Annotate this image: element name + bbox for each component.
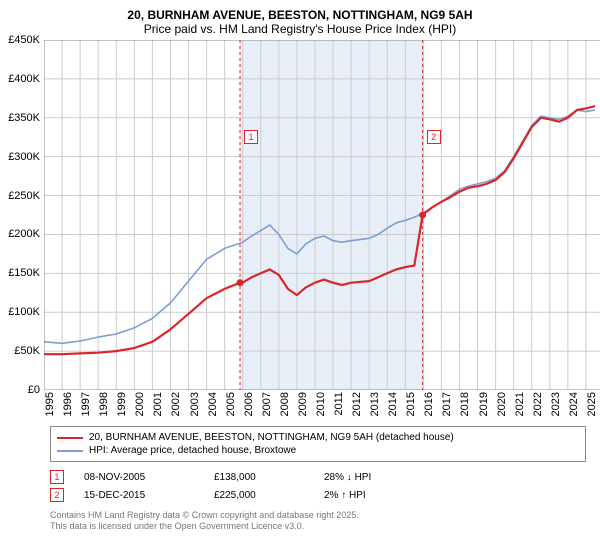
y-axis-label: £0 bbox=[28, 384, 44, 396]
x-axis-label: 2008 bbox=[279, 392, 291, 416]
transaction-badge: 1 bbox=[50, 470, 64, 484]
y-axis-label: £100K bbox=[8, 306, 44, 318]
chart-card: 20, BURNHAM AVENUE, BEESTON, NOTTINGHAM,… bbox=[0, 0, 600, 560]
x-axis-label: 1998 bbox=[98, 392, 110, 416]
x-axis-label: 2003 bbox=[189, 392, 201, 416]
page-title: 20, BURNHAM AVENUE, BEESTON, NOTTINGHAM,… bbox=[10, 8, 590, 22]
x-axis-label: 2000 bbox=[134, 392, 146, 416]
x-axis-label: 2006 bbox=[243, 392, 255, 416]
x-axis-label: 2016 bbox=[423, 392, 435, 416]
x-axis-label: 1997 bbox=[80, 392, 92, 416]
legend-item: HPI: Average price, detached house, Brox… bbox=[57, 444, 579, 457]
y-axis-label: £300K bbox=[8, 151, 44, 163]
plot-area: 12£0£50K£100K£150K£200K£250K£300K£350K£4… bbox=[44, 40, 600, 390]
x-axis-label: 2011 bbox=[333, 392, 345, 416]
y-axis-label: £400K bbox=[8, 73, 44, 85]
x-axis-label: 2020 bbox=[496, 392, 508, 416]
x-axis-label: 2024 bbox=[568, 392, 580, 416]
x-axis-label: 1999 bbox=[116, 392, 128, 416]
legend-swatch bbox=[57, 437, 83, 439]
transaction-badge: 2 bbox=[50, 488, 64, 502]
transactions: 1 08-NOV-2005 £138,000 28% ↓ HPI 2 15-DEC-201… bbox=[50, 468, 586, 504]
legend: 20, BURNHAM AVENUE, BEESTON, NOTTINGHAM,… bbox=[50, 426, 586, 462]
x-axis-label: 1996 bbox=[62, 392, 74, 416]
y-axis-label: £450K bbox=[8, 34, 44, 46]
x-axis-label: 2013 bbox=[369, 392, 381, 416]
transaction-row: 2 15-DEC-2015 £225,000 2% ↑ HPI bbox=[50, 486, 586, 504]
legend-label: HPI: Average price, detached house, Brox… bbox=[89, 445, 296, 456]
x-axis-label: 2019 bbox=[478, 392, 490, 416]
y-axis-label: £250K bbox=[8, 190, 44, 202]
x-axis-label: 2005 bbox=[225, 392, 237, 416]
y-axis-label: £350K bbox=[8, 112, 44, 124]
y-axis-label: £200K bbox=[8, 228, 44, 240]
x-axis-label: 2017 bbox=[441, 392, 453, 416]
legend-label: 20, BURNHAM AVENUE, BEESTON, NOTTINGHAM,… bbox=[89, 432, 454, 443]
x-axis-label: 1995 bbox=[44, 392, 56, 416]
y-axis-label: £50K bbox=[14, 345, 44, 357]
chart-marker-badge: 2 bbox=[427, 130, 441, 144]
x-axis-label: 2009 bbox=[297, 392, 309, 416]
x-axis-label: 2007 bbox=[261, 392, 273, 416]
transaction-date: 15-DEC-2015 bbox=[84, 490, 194, 501]
transaction-price: £225,000 bbox=[214, 490, 304, 501]
x-axis-label: 2004 bbox=[207, 392, 219, 416]
x-axis-label: 2022 bbox=[532, 392, 544, 416]
credits: Contains HM Land Registry data © Crown c… bbox=[50, 510, 586, 533]
x-axis-label: 2021 bbox=[514, 392, 526, 416]
y-axis-label: £150K bbox=[8, 267, 44, 279]
credits-line-1: Contains HM Land Registry data © Crown c… bbox=[50, 510, 586, 521]
transaction-row: 1 08-NOV-2005 £138,000 28% ↓ HPI bbox=[50, 468, 586, 486]
line-chart bbox=[44, 40, 600, 390]
x-axis-label: 2018 bbox=[459, 392, 471, 416]
transaction-date: 08-NOV-2005 bbox=[84, 472, 194, 483]
x-axis-label: 2001 bbox=[152, 392, 164, 416]
x-axis-label: 2025 bbox=[586, 392, 598, 416]
x-axis-label: 2002 bbox=[170, 392, 182, 416]
x-axis-label: 2023 bbox=[550, 392, 562, 416]
transaction-price: £138,000 bbox=[214, 472, 304, 483]
x-axis-label: 2010 bbox=[315, 392, 327, 416]
credits-line-2: This data is licensed under the Open Gov… bbox=[50, 521, 586, 532]
x-axis-label: 2015 bbox=[405, 392, 417, 416]
legend-item: 20, BURNHAM AVENUE, BEESTON, NOTTINGHAM,… bbox=[57, 431, 579, 444]
x-axis-label: 2014 bbox=[387, 392, 399, 416]
legend-swatch bbox=[57, 450, 83, 452]
x-axis-label: 2012 bbox=[351, 392, 363, 416]
transaction-delta: 2% ↑ HPI bbox=[324, 490, 366, 501]
chart-marker-badge: 1 bbox=[244, 130, 258, 144]
transaction-delta: 28% ↓ HPI bbox=[324, 472, 371, 483]
page-subtitle: Price paid vs. HM Land Registry's House … bbox=[10, 22, 590, 36]
